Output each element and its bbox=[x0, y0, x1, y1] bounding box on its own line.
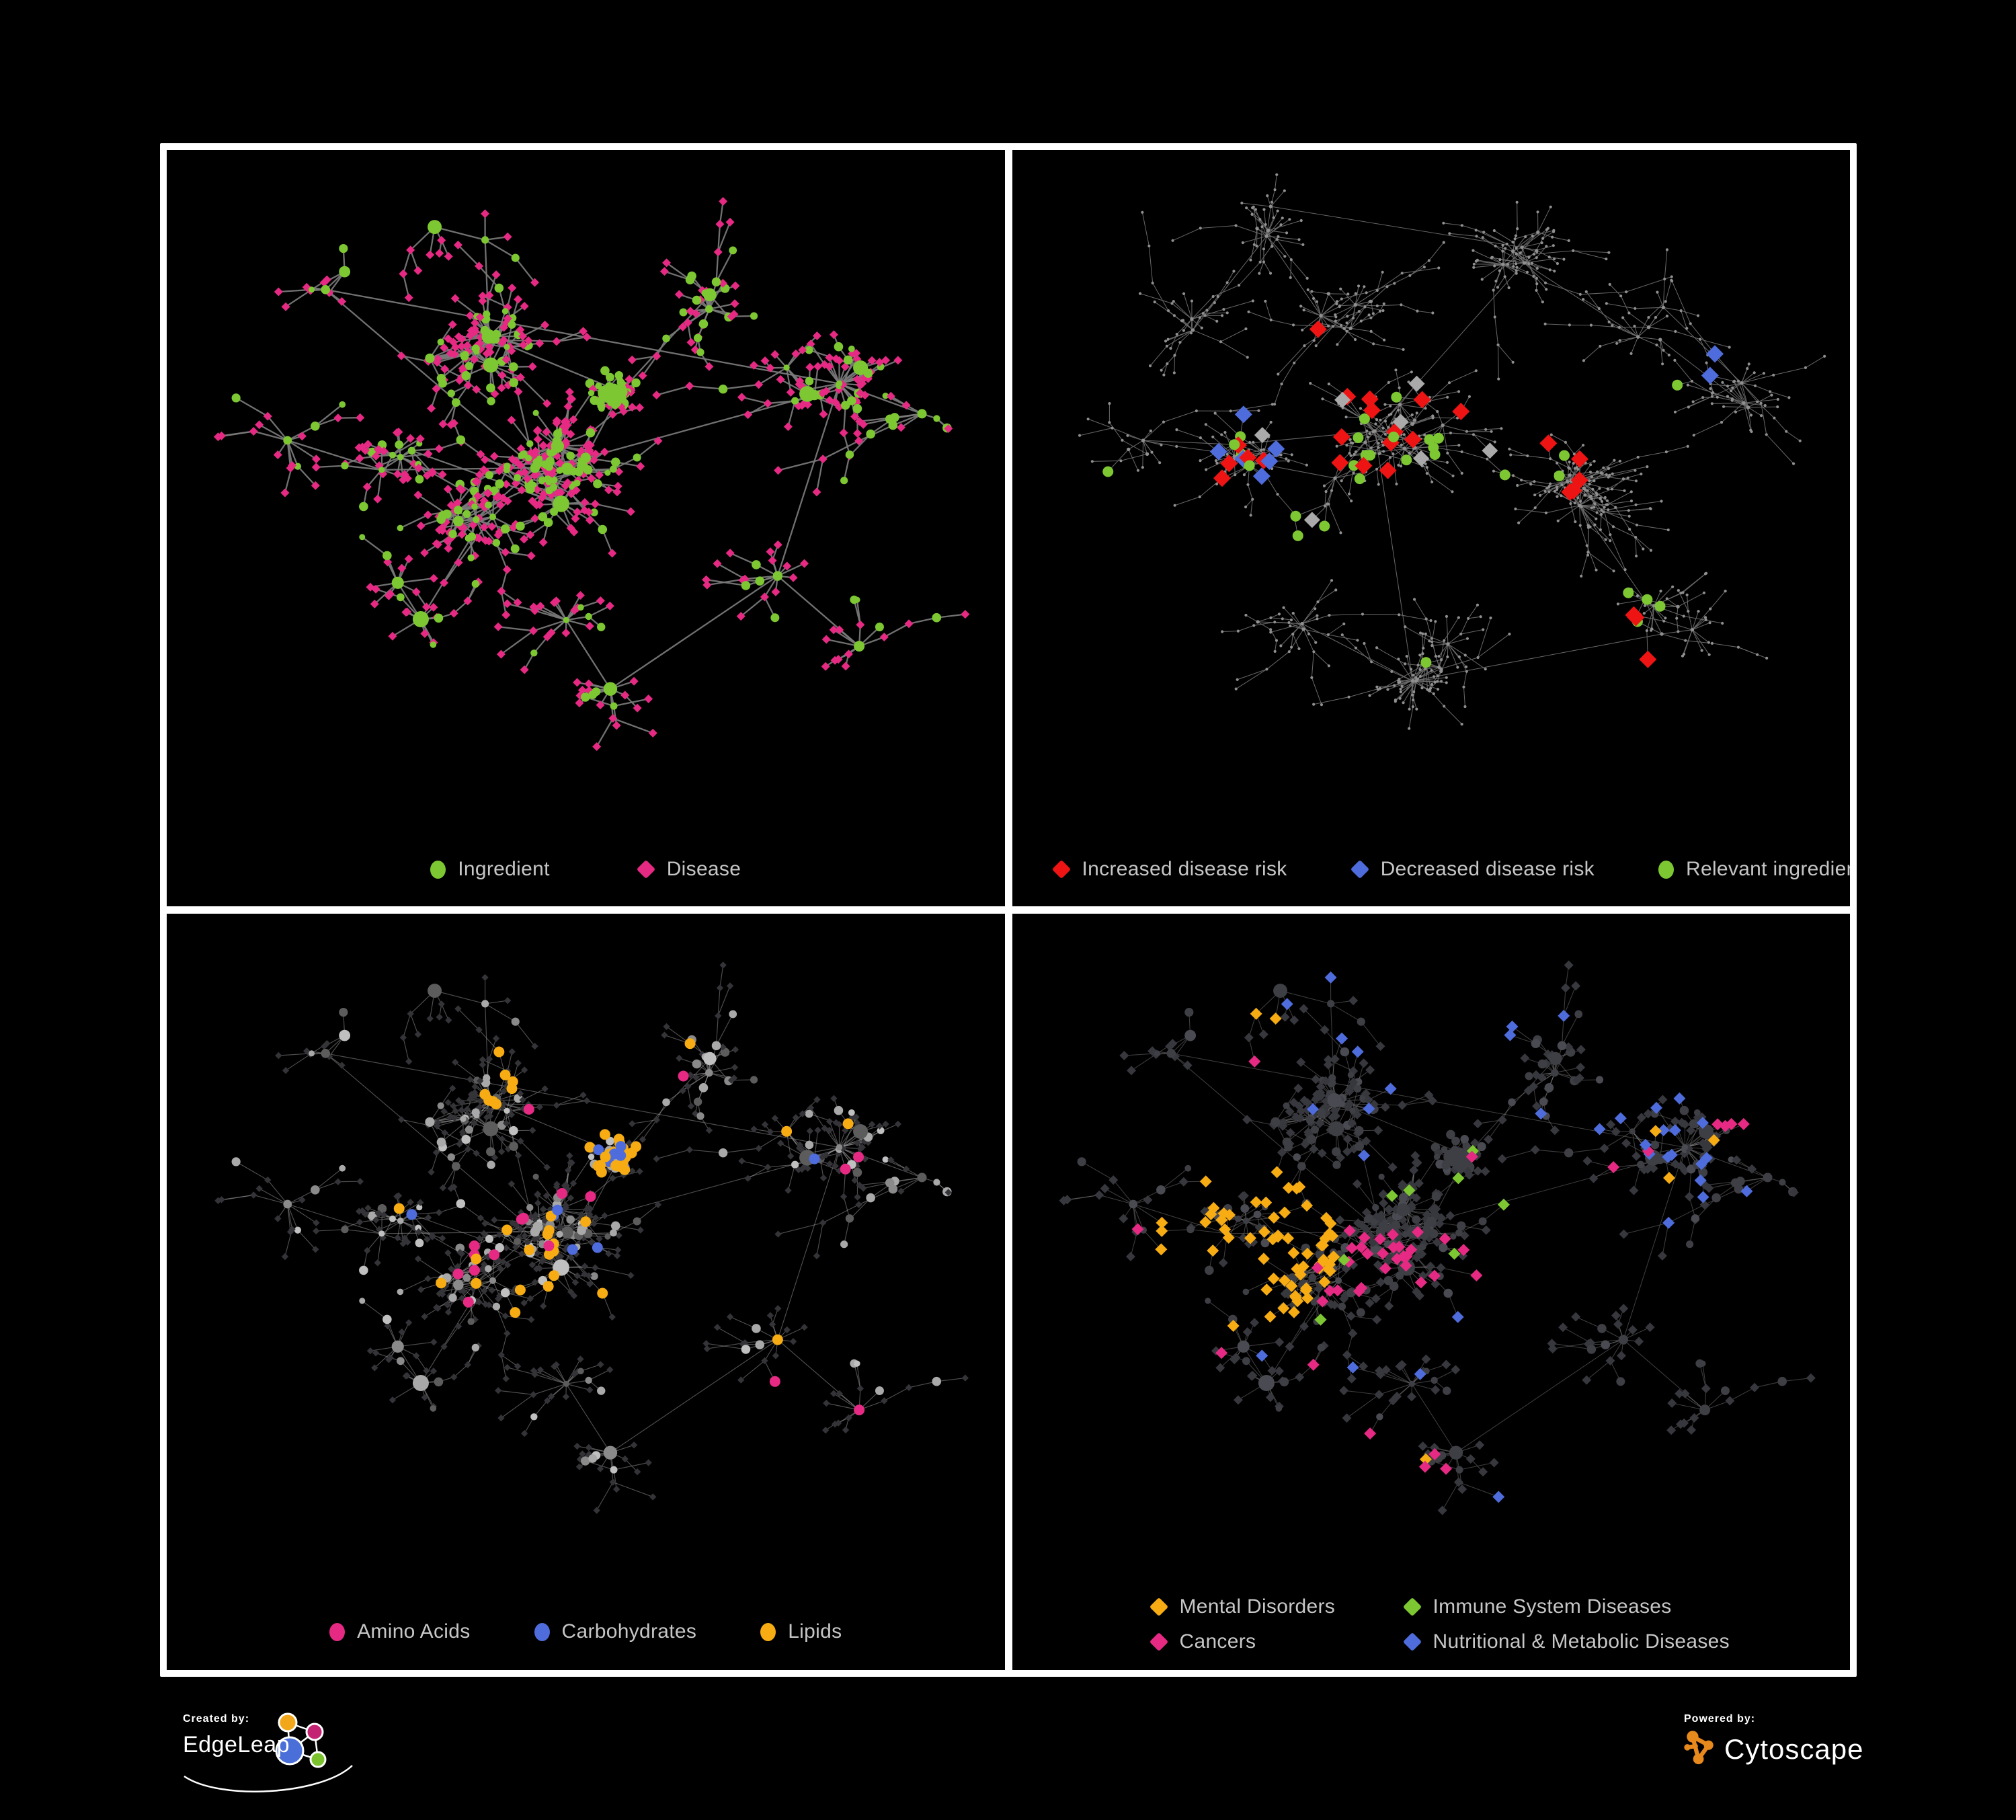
legend-compound-classes: Amino Acids Carbohydrates Lipids bbox=[167, 1620, 1005, 1643]
created-by-label: Created by: bbox=[183, 1713, 250, 1725]
disease-classes-network-graph bbox=[1058, 960, 1816, 1515]
panel-disease-risk: Increased disease risk Decreased disease… bbox=[1012, 150, 1850, 906]
edgeleap-logo-icon bbox=[184, 1712, 353, 1792]
legend-item: Disease bbox=[636, 858, 741, 881]
carbohydrates-marker-icon bbox=[534, 1622, 550, 1641]
legend-label: Nutritional & Metabolic Diseases bbox=[1433, 1630, 1730, 1653]
cytoscape-wordmark: Cytoscape bbox=[1724, 1733, 1864, 1765]
panel-compound-classes: Amino Acids Carbohydrates Lipids bbox=[167, 914, 1005, 1670]
edgeleap-credit: Created by: EdgeLeap bbox=[183, 1712, 398, 1814]
nutritional-metabolic-diseases-marker-icon bbox=[1402, 1632, 1422, 1652]
legend-label: Immune System Diseases bbox=[1433, 1595, 1672, 1618]
ingredient-disease-network-graph bbox=[213, 197, 970, 751]
panel-grid-frame: Ingredient Disease Increased disease ris… bbox=[160, 143, 1857, 1677]
legend-item: Immune System Diseases bbox=[1402, 1595, 1730, 1618]
legend-item: Decreased disease risk bbox=[1350, 858, 1595, 881]
legend-disease-classes: Mental Disorders Immune System Diseases … bbox=[1149, 1595, 1730, 1653]
legend-label: Lipids bbox=[788, 1620, 842, 1643]
amino-acids-marker-icon bbox=[329, 1622, 346, 1641]
lipids-marker-icon bbox=[760, 1622, 776, 1641]
legend-item: Carbohydrates bbox=[534, 1620, 697, 1643]
legend-label: Increased disease risk bbox=[1082, 858, 1287, 880]
legend-label: Amino Acids bbox=[357, 1620, 471, 1643]
legend-item: Amino Acids bbox=[329, 1620, 470, 1643]
decreased-risk-marker-icon bbox=[1350, 859, 1369, 879]
edgeleap-wordmark: EdgeLeap bbox=[183, 1732, 290, 1757]
legend-label: Mental Disorders bbox=[1179, 1595, 1336, 1618]
legend-label: Carbohydrates bbox=[561, 1620, 697, 1643]
legend-item: Cancers bbox=[1149, 1630, 1404, 1653]
mental-disorders-marker-icon bbox=[1149, 1597, 1168, 1617]
legend-item: Mental Disorders bbox=[1149, 1595, 1404, 1618]
legend-label: Ingredient bbox=[458, 858, 550, 880]
legend-label: Decreased disease risk bbox=[1380, 858, 1595, 880]
disease-risk-network-graph bbox=[1078, 173, 1826, 730]
legend-item: Ingredient bbox=[430, 858, 549, 881]
disease-marker-icon bbox=[636, 859, 655, 879]
compound-classes-network-graph bbox=[214, 961, 969, 1514]
increased-risk-marker-icon bbox=[1051, 859, 1071, 879]
legend-disease-risk: Increased disease risk Decreased disease… bbox=[1012, 858, 1850, 881]
powered-by-label: Powered by: bbox=[1684, 1713, 1756, 1725]
legend-ingredient-disease: Ingredient Disease bbox=[167, 858, 1005, 881]
legend-label: Relevant ingredient bbox=[1686, 858, 1850, 880]
legend-item: Nutritional & Metabolic Diseases bbox=[1402, 1630, 1730, 1653]
legend-label: Disease bbox=[666, 858, 741, 880]
legend-item: Increased disease risk bbox=[1051, 858, 1287, 881]
legend-item: Relevant ingredient bbox=[1658, 858, 1850, 881]
legend-label: Cancers bbox=[1179, 1630, 1256, 1653]
cytoscape-logo-icon bbox=[1684, 1731, 1713, 1765]
immune-system-diseases-marker-icon bbox=[1402, 1597, 1422, 1617]
cytoscape-credit: Powered by: Cytoscape bbox=[1684, 1713, 1863, 1770]
panel-ingredient-disease: Ingredient Disease bbox=[167, 150, 1005, 906]
panel-disease-classes: Mental Disorders Immune System Diseases … bbox=[1012, 914, 1850, 1670]
legend-item: Lipids bbox=[760, 1620, 842, 1643]
cancers-marker-icon bbox=[1149, 1632, 1168, 1652]
ingredient-marker-icon bbox=[430, 860, 446, 879]
relevant-ingredient-marker-icon bbox=[1658, 860, 1674, 879]
